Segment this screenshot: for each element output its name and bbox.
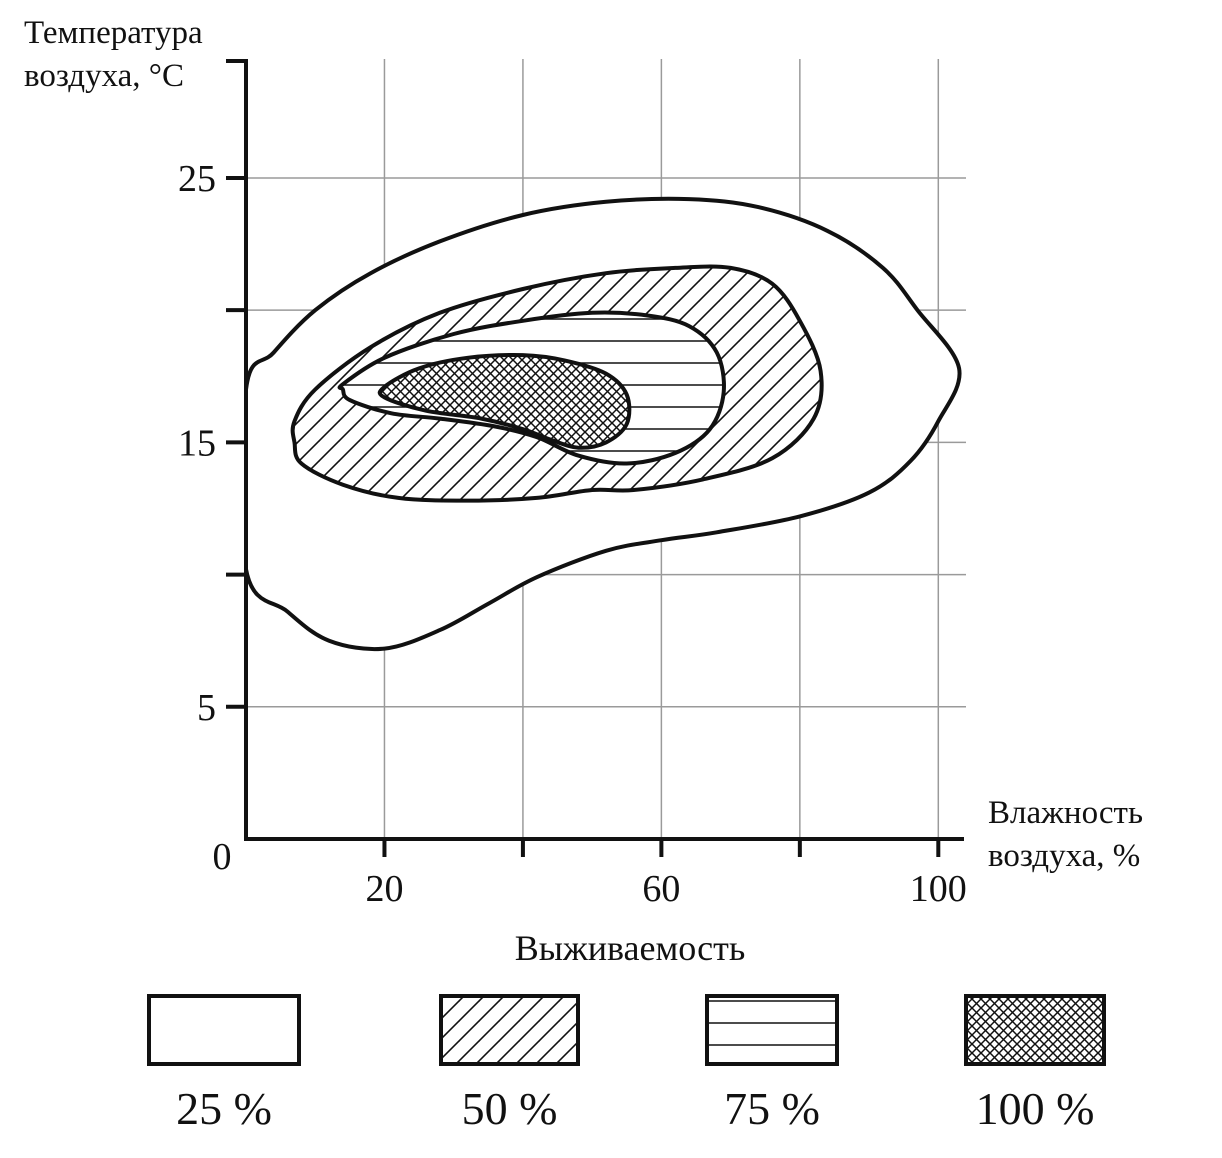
y-tick-label: 15 xyxy=(178,422,216,464)
x-tick-label: 60 xyxy=(642,868,680,910)
x-tick-label: 0 xyxy=(213,836,232,878)
x-axis-title-line-2: воздуха, % xyxy=(988,838,1140,874)
legend-swatch-1 xyxy=(147,994,301,1066)
y-tick-label: 25 xyxy=(178,158,216,200)
legend: 25 % 50 % 75 % 100 % xyxy=(147,994,1106,1134)
x-tick-label: 100 xyxy=(910,868,967,910)
tick-labels: 5 15 25 0 20 60 100 xyxy=(178,158,967,910)
survival-regions xyxy=(246,196,962,652)
legend-swatch-2 xyxy=(439,994,580,1066)
legend-label-1: 25 % xyxy=(176,1083,272,1134)
y-axis-title-line-2: воздуха, °C xyxy=(24,58,184,94)
legend-label-4: 100 % xyxy=(976,1083,1095,1134)
survival-region-4 xyxy=(377,353,632,450)
legend-label-2: 50 % xyxy=(462,1083,558,1134)
legend-swatch-4 xyxy=(964,994,1106,1066)
y-tick-label: 5 xyxy=(197,687,216,729)
legend-swatch-3 xyxy=(705,994,839,1066)
x-tick-label: 20 xyxy=(365,868,403,910)
legend-title: Выживаемость xyxy=(515,928,746,968)
axes xyxy=(226,59,964,857)
y-axis-title-line-1: Температура xyxy=(24,15,203,51)
x-axis-title: Влажность воздуха, % xyxy=(988,795,1151,874)
x-axis-title-line-1: Влажность xyxy=(988,795,1143,831)
y-axis-title: Температура воздуха, °C xyxy=(24,15,211,94)
legend-label-3: 75 % xyxy=(724,1083,820,1134)
